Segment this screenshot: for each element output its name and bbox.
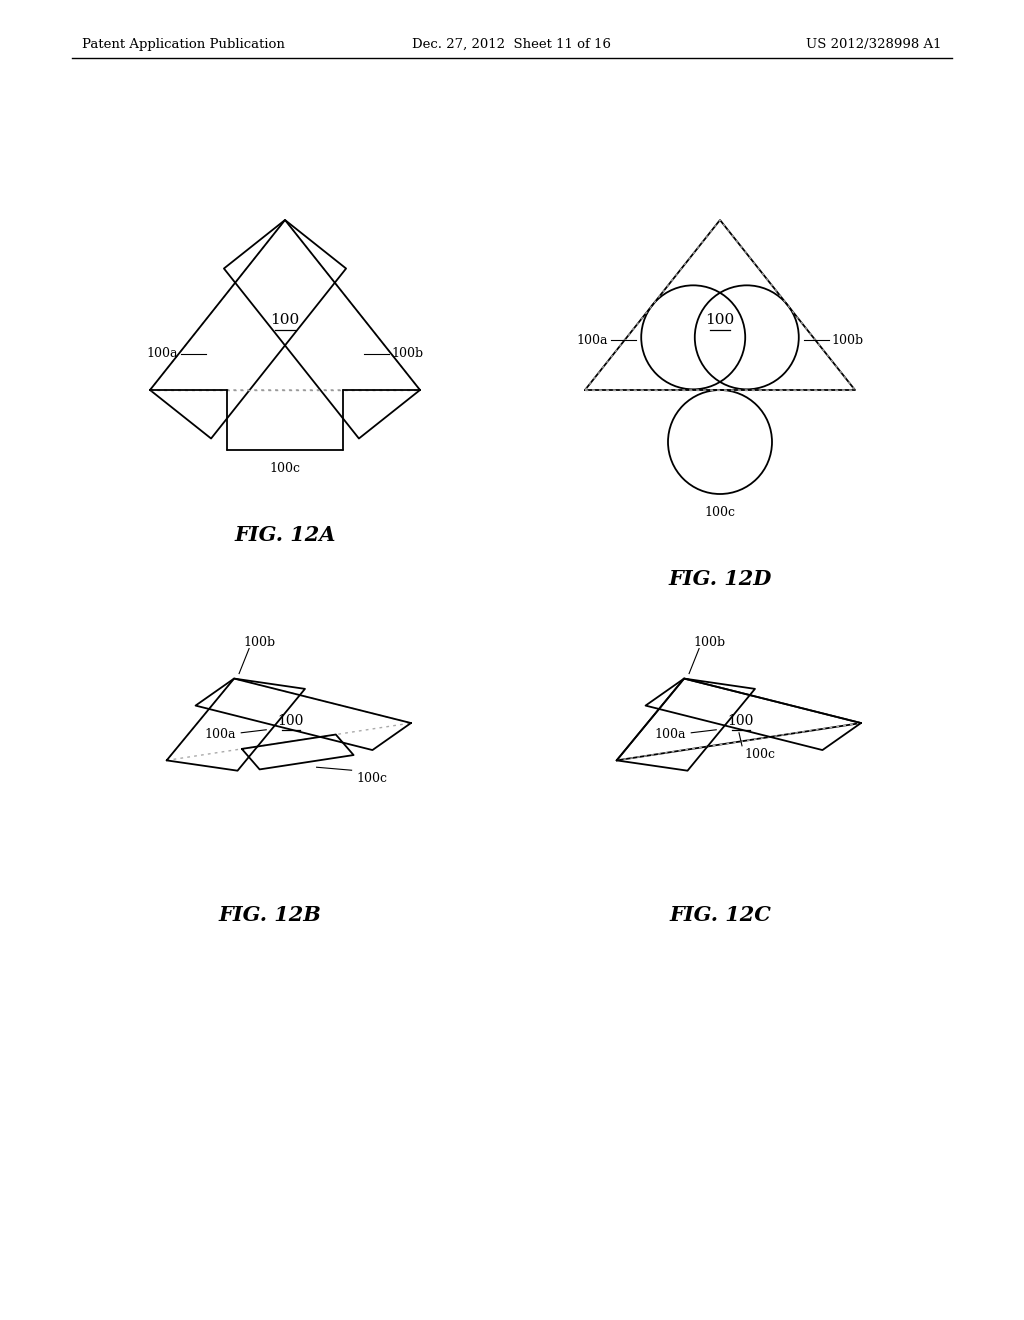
Text: 100b: 100b [243,635,275,648]
Text: 100c: 100c [356,772,388,785]
Text: 100a: 100a [205,729,237,742]
Text: FIG. 12A: FIG. 12A [234,525,336,545]
Text: 100: 100 [727,714,754,727]
Text: FIG. 12D: FIG. 12D [669,569,772,589]
Text: 100a: 100a [654,729,686,742]
Text: 100b: 100b [392,347,424,360]
Text: 100b: 100b [831,334,864,346]
Text: 100: 100 [270,313,300,327]
Text: FIG. 12C: FIG. 12C [669,906,771,925]
Text: 100c: 100c [705,506,735,519]
Text: 100: 100 [706,313,734,327]
Text: 100: 100 [278,714,304,727]
Text: FIG. 12B: FIG. 12B [218,906,322,925]
Text: Patent Application Publication: Patent Application Publication [82,38,285,51]
Text: 100a: 100a [146,347,178,360]
Text: 100c: 100c [269,462,300,475]
Text: 100a: 100a [577,334,608,346]
Text: 100b: 100b [693,635,725,648]
Text: 100c: 100c [744,748,775,760]
Text: Dec. 27, 2012  Sheet 11 of 16: Dec. 27, 2012 Sheet 11 of 16 [413,38,611,51]
Text: US 2012/328998 A1: US 2012/328998 A1 [807,38,942,51]
